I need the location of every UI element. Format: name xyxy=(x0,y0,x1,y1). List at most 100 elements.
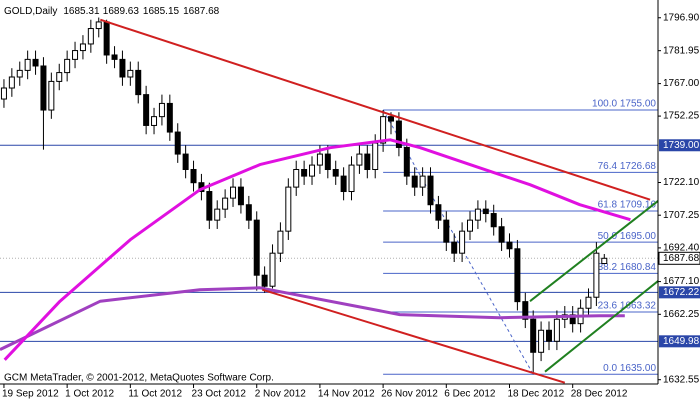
x-tick-label: 26 Nov 2012 xyxy=(381,389,438,400)
x-tick-label: 1 Oct 2012 xyxy=(65,389,114,400)
candle-body xyxy=(230,186,237,199)
candle-body xyxy=(261,274,268,287)
candle-body xyxy=(490,213,497,228)
overlay-line xyxy=(99,18,651,201)
x-tick-label: 28 Dec 2012 xyxy=(571,389,628,400)
candle-body xyxy=(553,318,560,342)
candle-body xyxy=(514,248,521,303)
candle-body xyxy=(79,43,86,52)
candle-body xyxy=(364,153,371,170)
hline-label-box xyxy=(659,335,700,348)
hline-label-box xyxy=(659,139,700,152)
candle-body xyxy=(174,131,181,155)
hline-label: 1649.98 xyxy=(663,336,700,347)
fib-label: 38.2 1680.84 xyxy=(598,262,657,273)
candle-body xyxy=(40,65,47,111)
overlay-line xyxy=(3,138,631,361)
candle-body xyxy=(87,28,94,45)
candle-body xyxy=(538,329,545,353)
header-high: 1689.63 xyxy=(103,6,140,17)
candle-body xyxy=(332,168,339,177)
y-tick-label: 1677.10 xyxy=(663,276,700,287)
candle-body xyxy=(166,102,173,133)
y-tick-label: 1632.55 xyxy=(663,374,700,385)
x-tick-label: 18 Dec 2012 xyxy=(507,389,564,400)
footer: GCM MetaTrader, © 2001-2012, MetaQuotes … xyxy=(4,373,274,384)
candle-body xyxy=(103,21,110,56)
candle-body xyxy=(451,241,458,254)
candle-body xyxy=(293,168,300,188)
fib-label: 76.4 1726.68 xyxy=(598,161,657,172)
price-label: 1687.68 xyxy=(663,253,700,264)
candle-body xyxy=(522,301,529,320)
y-tick-label: 1752.25 xyxy=(663,111,700,122)
candle-body xyxy=(459,230,466,254)
header-close: 1687.68 xyxy=(183,6,220,17)
x-tick-label: 2 Nov 2012 xyxy=(255,389,307,400)
candle-body xyxy=(530,318,537,353)
header: GOLD,Daily 1685.31 1689.63 1685.15 1687.68 xyxy=(4,6,220,17)
candle-body xyxy=(72,50,79,60)
candle-body xyxy=(435,204,442,221)
y-tick-label: 1781.95 xyxy=(663,45,700,56)
candle-body xyxy=(95,21,102,30)
candle-body xyxy=(151,116,158,126)
candle-body xyxy=(24,58,31,71)
candle-body xyxy=(158,102,165,118)
hline-label: 1739.00 xyxy=(663,140,700,151)
symbol: GOLD,Daily xyxy=(4,6,57,17)
overlay-line xyxy=(529,199,658,302)
candle-body xyxy=(443,219,450,243)
candle-body xyxy=(245,204,252,221)
candle-body xyxy=(135,69,142,96)
candle-body xyxy=(388,116,395,122)
candle-body xyxy=(182,153,189,170)
candle-body xyxy=(237,186,244,206)
candle-body xyxy=(127,69,134,78)
hline-label-box xyxy=(659,286,700,299)
fib-label: 100.0 1755.00 xyxy=(592,99,656,110)
candle-body xyxy=(411,175,418,188)
overlay-line xyxy=(262,288,566,384)
candle-body xyxy=(506,241,513,250)
plot-area: 100.0 1755.00 76.4 1726.68 61.8 1709.16 50.… xyxy=(0,17,658,384)
candle-body xyxy=(467,219,473,232)
y-tick-label: 1707.25 xyxy=(663,210,700,221)
candle-body xyxy=(285,186,292,232)
fib-label: 61.8 1709.16 xyxy=(598,200,657,211)
candle-body xyxy=(269,252,276,287)
candle-body xyxy=(348,164,355,193)
candle-body xyxy=(419,175,426,188)
candle-body xyxy=(32,58,39,67)
candle-body xyxy=(143,94,150,126)
fib-label: 0.0 1635.00 xyxy=(603,363,656,374)
candle-body xyxy=(316,153,323,166)
candle-body xyxy=(372,142,379,170)
y-tick-label: 1722.10 xyxy=(663,177,700,188)
overlay-line xyxy=(544,279,658,373)
candle-body xyxy=(340,175,347,193)
candle-body xyxy=(474,208,481,221)
candle-body xyxy=(427,175,434,206)
candle-body xyxy=(206,191,213,221)
candle-body xyxy=(0,87,7,100)
candle-body xyxy=(111,54,118,60)
candle-body xyxy=(380,116,387,144)
candle-body xyxy=(222,197,229,210)
y-tick-label: 1692.40 xyxy=(663,243,700,254)
y-tick-label: 1662.25 xyxy=(663,309,700,320)
candle-body xyxy=(601,257,608,265)
fib-label: 50.0 1695.00 xyxy=(598,231,657,242)
candle-body xyxy=(214,208,221,221)
candle-body xyxy=(356,153,363,166)
x-tick-label: 6 Dec 2012 xyxy=(444,389,496,400)
candle-body xyxy=(593,252,600,298)
candle-body xyxy=(309,164,316,177)
candle-body xyxy=(56,72,63,82)
candle-body xyxy=(585,296,592,309)
candle-body xyxy=(482,208,489,215)
candle-body xyxy=(64,58,71,74)
candle-body xyxy=(545,329,552,342)
